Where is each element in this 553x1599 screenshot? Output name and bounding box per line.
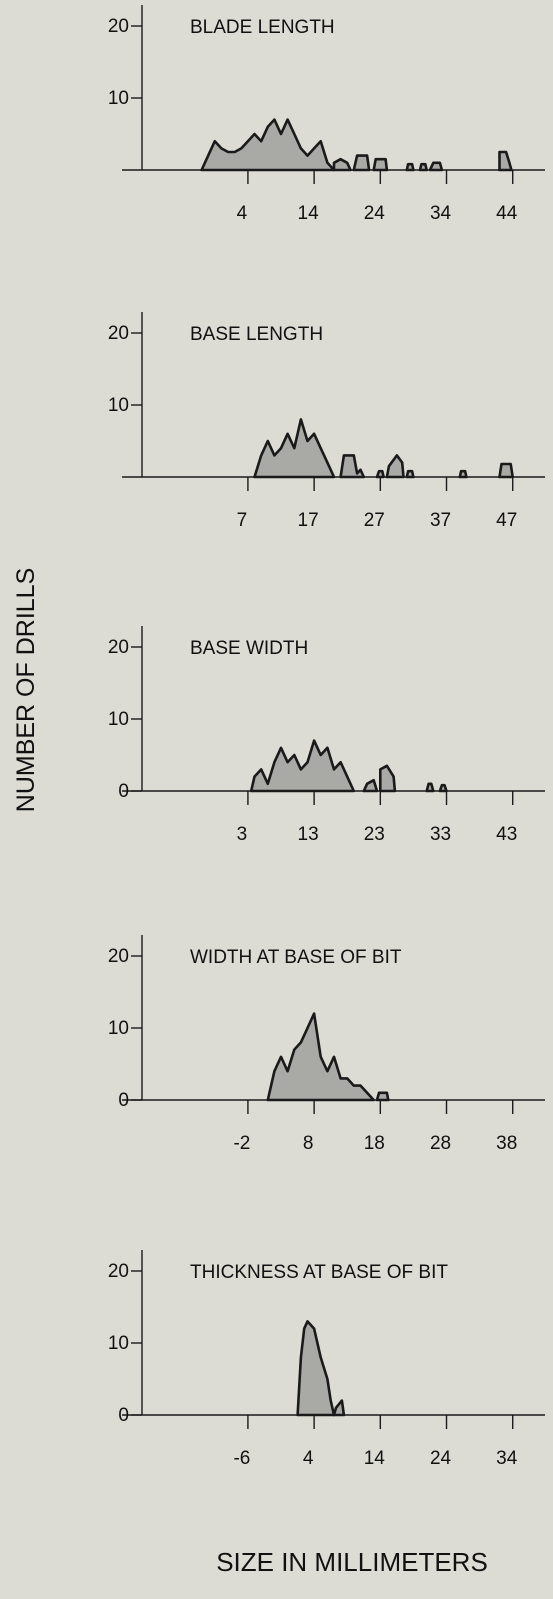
frequency-polygon	[405, 162, 415, 172]
x-axis-label: SIZE IN MILLIMETERS	[216, 1547, 488, 1577]
x-tick-label: 8	[303, 1133, 314, 1154]
panel-title: THICKNESS AT BASE OF BIT	[190, 1262, 448, 1283]
x-tick-label: 38	[496, 1133, 517, 1154]
chart-panel: 10 20 4 14 24 34 44 BLADE LENGTH	[108, 5, 545, 224]
frequency-polygon	[428, 161, 444, 172]
panel-title: BASE WIDTH	[190, 638, 308, 659]
frequency-polygon	[352, 154, 371, 172]
y-tick-label: 10	[108, 88, 129, 109]
frequency-polygon	[266, 1012, 376, 1102]
x-tick-label: 34	[496, 1448, 518, 1469]
frequency-polygon	[458, 469, 468, 479]
frequency-polygon	[339, 454, 366, 479]
y-tick-label: 20	[108, 1261, 129, 1282]
x-tick-label: 27	[364, 510, 385, 531]
y-tick-label: 20	[108, 946, 129, 967]
x-tick-label: 33	[430, 824, 451, 845]
x-tick-label: 37	[430, 510, 451, 531]
frequency-polygon	[372, 157, 389, 172]
x-tick-label: 18	[364, 1133, 385, 1154]
y-tick-label: 20	[108, 16, 129, 37]
y-tick-label: 10	[108, 709, 129, 730]
frequency-polygon	[378, 764, 397, 793]
x-tick-label: 7	[237, 510, 248, 531]
x-tick-label: 44	[496, 203, 518, 224]
x-tick-label: 14	[364, 1448, 386, 1469]
frequency-polygon	[425, 782, 435, 793]
frequency-polygon	[418, 162, 429, 172]
panel-title: BLADE LENGTH	[190, 17, 335, 38]
x-tick-label: 34	[430, 203, 452, 224]
x-tick-label: 24	[430, 1448, 452, 1469]
panel-title: WIDTH AT BASE OF BIT	[190, 947, 402, 968]
y-axis-label: NUMBER OF DRILLS	[12, 568, 40, 812]
y-tick-label: 10	[108, 1018, 129, 1039]
frequency-polygon	[405, 469, 415, 479]
frequency-polygon	[296, 1320, 336, 1417]
x-tick-label: 43	[496, 824, 517, 845]
chart-panel: 0 10 20 -6 4 14 24 34 THICKNESS AT BASE OF BIT	[108, 1250, 545, 1469]
frequency-polygon	[385, 454, 405, 479]
y-tick-label: 10	[108, 395, 129, 416]
frequency-polygon	[438, 783, 448, 793]
x-tick-label: 23	[364, 824, 385, 845]
x-tick-label: 47	[496, 510, 517, 531]
frequency-polygon	[249, 739, 356, 793]
x-tick-label: 14	[298, 203, 320, 224]
x-tick-label: 28	[430, 1133, 451, 1154]
frequency-polygon	[332, 1399, 346, 1417]
x-tick-label: 3	[237, 824, 248, 845]
y-tick-label: 10	[108, 1333, 129, 1354]
x-tick-label: 24	[364, 203, 386, 224]
frequency-polygon	[362, 778, 379, 793]
x-tick-label: 4	[237, 203, 248, 224]
y-tick-label: 20	[108, 637, 129, 658]
y-tick-label: 0	[118, 781, 129, 802]
x-tick-label: 17	[298, 510, 319, 531]
chart-panel: 0 10 20 -2 8 18 28 38 WIDTH AT BASE OF BIT	[108, 935, 545, 1154]
chart-panel: 10 20 7 17 27 37 47 BASE LENGTH	[108, 312, 545, 531]
frequency-polygon	[498, 462, 515, 479]
x-tick-label: -6	[233, 1448, 250, 1469]
y-tick-label: 20	[108, 323, 129, 344]
frequency-polygon	[253, 418, 336, 479]
y-tick-label: 0	[118, 1405, 129, 1426]
frequency-polygon	[375, 1091, 390, 1102]
panel-title: BASE LENGTH	[190, 324, 323, 345]
frequency-polygon	[375, 469, 385, 479]
x-tick-label: -2	[233, 1133, 250, 1154]
x-tick-label: 13	[298, 824, 319, 845]
frequency-polygon	[332, 157, 352, 172]
frequency-polygon	[498, 150, 513, 172]
chart-panel: 0 10 20 3 13 23 33 43 BASE WIDTH	[108, 626, 545, 845]
y-tick-label: 0	[118, 1090, 129, 1111]
x-tick-label: 4	[303, 1448, 314, 1469]
frequency-polygon	[200, 118, 336, 172]
